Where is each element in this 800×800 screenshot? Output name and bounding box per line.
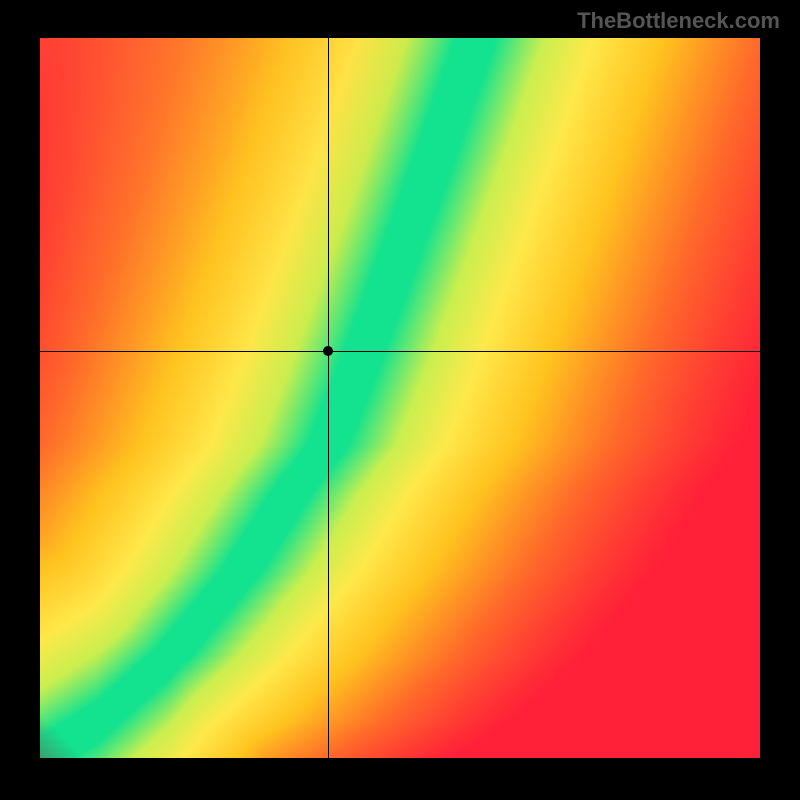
crosshair-horizontal — [40, 351, 760, 352]
crosshair-vertical — [328, 38, 329, 758]
bottleneck-marker-point — [323, 346, 333, 356]
watermark-text: TheBottleneck.com — [577, 8, 780, 34]
heatmap-chart — [40, 38, 760, 758]
heatmap-canvas — [40, 38, 760, 758]
